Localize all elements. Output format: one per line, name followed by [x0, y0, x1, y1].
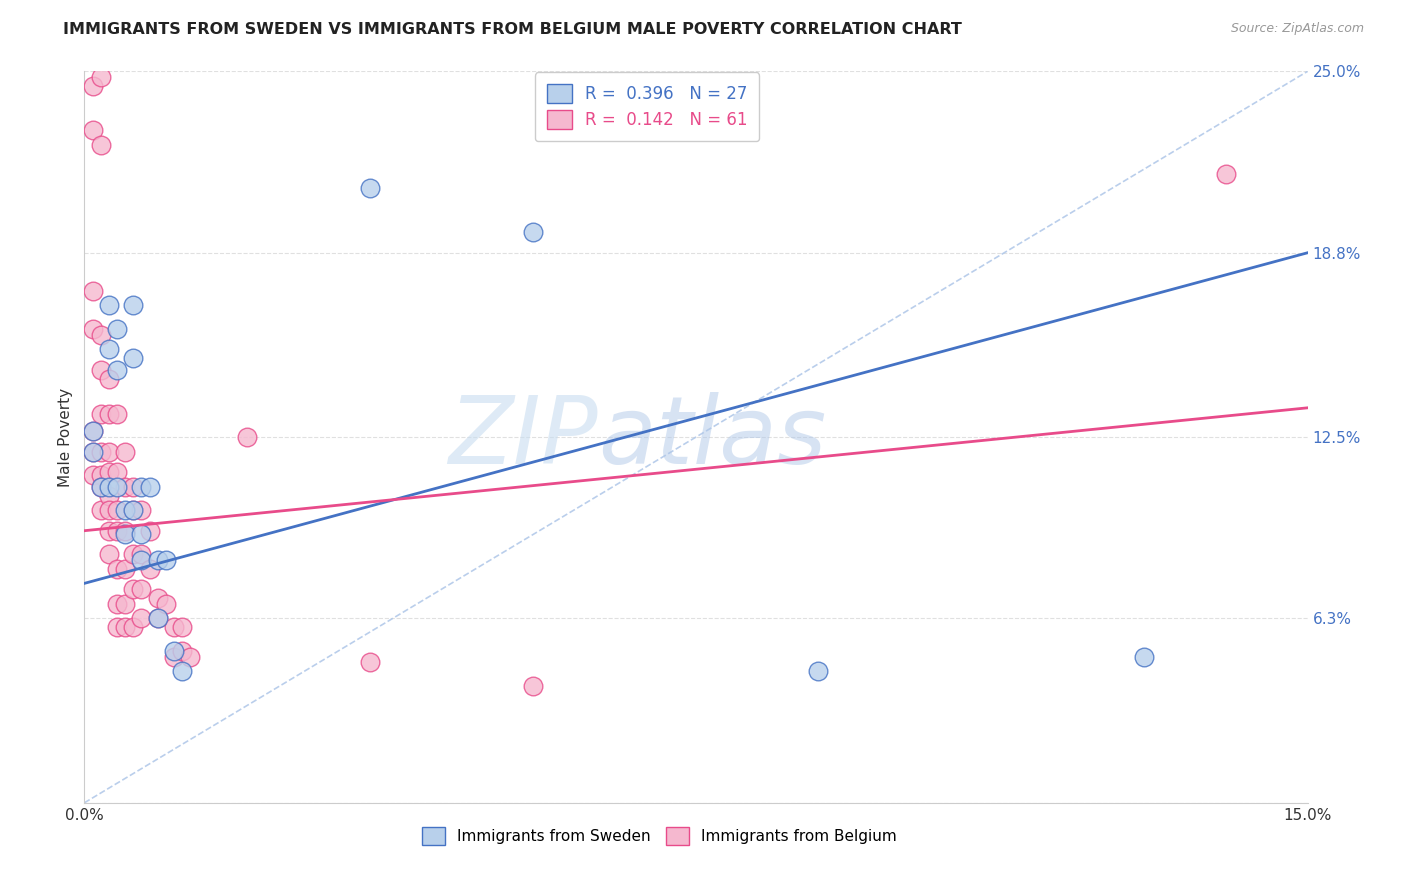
- Point: [90, 70, 112, 85]
- Point: [105, 597, 128, 611]
- Point: [163, 643, 186, 657]
- Point: [172, 664, 194, 678]
- Point: [97, 547, 120, 561]
- Point: [138, 562, 160, 576]
- Point: [97, 298, 120, 312]
- Point: [155, 553, 177, 567]
- Point: [97, 503, 120, 517]
- Point: [522, 679, 544, 693]
- Point: [97, 371, 120, 385]
- Point: [122, 547, 145, 561]
- Point: [122, 503, 145, 517]
- Point: [82, 322, 104, 336]
- Point: [122, 620, 145, 634]
- Point: [359, 181, 381, 195]
- Point: [97, 444, 120, 458]
- Point: [146, 611, 169, 625]
- Point: [105, 480, 128, 494]
- Point: [163, 620, 186, 634]
- Point: [1133, 649, 1156, 664]
- Point: [105, 407, 128, 421]
- Point: [90, 480, 112, 494]
- Point: [131, 582, 153, 597]
- Point: [82, 78, 104, 93]
- Point: [90, 444, 112, 458]
- Point: [97, 407, 120, 421]
- Point: [236, 430, 259, 444]
- Point: [122, 503, 145, 517]
- Text: Source: ZipAtlas.com: Source: ZipAtlas.com: [1230, 22, 1364, 36]
- Point: [97, 480, 120, 494]
- Point: [82, 468, 104, 483]
- Point: [105, 524, 128, 538]
- Point: [90, 480, 112, 494]
- Point: [82, 444, 104, 458]
- Point: [131, 480, 153, 494]
- Point: [359, 656, 381, 670]
- Point: [90, 468, 112, 483]
- Point: [105, 562, 128, 576]
- Point: [155, 597, 177, 611]
- Point: [122, 480, 145, 494]
- Y-axis label: Male Poverty: Male Poverty: [58, 387, 73, 487]
- Point: [114, 480, 136, 494]
- Point: [146, 611, 169, 625]
- Point: [97, 489, 120, 503]
- Point: [90, 327, 112, 342]
- Point: [90, 363, 112, 377]
- Point: [90, 137, 112, 152]
- Point: [105, 322, 128, 336]
- Point: [97, 524, 120, 538]
- Point: [122, 298, 145, 312]
- Point: [114, 562, 136, 576]
- Point: [82, 284, 104, 298]
- Point: [90, 407, 112, 421]
- Point: [105, 465, 128, 479]
- Point: [172, 643, 194, 657]
- Point: [114, 620, 136, 634]
- Point: [90, 503, 112, 517]
- Point: [146, 553, 169, 567]
- Point: [131, 547, 153, 561]
- Text: ZIP: ZIP: [449, 392, 598, 483]
- Point: [114, 597, 136, 611]
- Point: [131, 526, 153, 541]
- Legend: Immigrants from Sweden, Immigrants from Belgium: Immigrants from Sweden, Immigrants from …: [412, 818, 905, 854]
- Point: [97, 343, 120, 357]
- Point: [163, 649, 186, 664]
- Point: [1215, 167, 1237, 181]
- Point: [138, 524, 160, 538]
- Point: [179, 649, 201, 664]
- Point: [105, 620, 128, 634]
- Point: [138, 480, 160, 494]
- Point: [172, 620, 194, 634]
- Point: [122, 582, 145, 597]
- Point: [82, 123, 104, 137]
- Point: [122, 351, 145, 365]
- Point: [82, 424, 104, 438]
- Point: [105, 503, 128, 517]
- Point: [131, 503, 153, 517]
- Text: IMMIGRANTS FROM SWEDEN VS IMMIGRANTS FROM BELGIUM MALE POVERTY CORRELATION CHART: IMMIGRANTS FROM SWEDEN VS IMMIGRANTS FRO…: [63, 22, 962, 37]
- Point: [131, 553, 153, 567]
- Point: [82, 444, 104, 458]
- Point: [522, 225, 544, 239]
- Point: [114, 444, 136, 458]
- Point: [105, 363, 128, 377]
- Point: [114, 503, 136, 517]
- Point: [146, 591, 169, 605]
- Point: [807, 664, 830, 678]
- Text: atlas: atlas: [598, 392, 827, 483]
- Point: [131, 611, 153, 625]
- Point: [114, 524, 136, 538]
- Point: [114, 526, 136, 541]
- Point: [97, 465, 120, 479]
- Point: [82, 424, 104, 438]
